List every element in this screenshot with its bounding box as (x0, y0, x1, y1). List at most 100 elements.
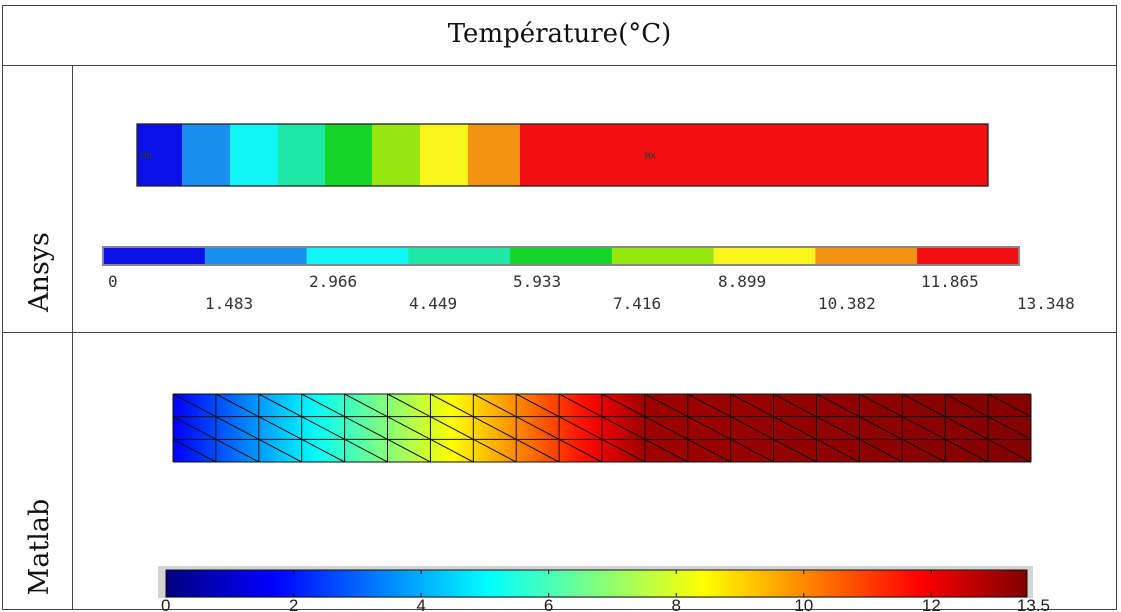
ansys-bar-segment (420, 124, 468, 186)
ansys-legend-swatch (713, 247, 816, 265)
mesh-diagonal-line (987, 438, 1032, 463)
ansys-legend-swatch (917, 247, 1020, 265)
mesh-diagonal-line (473, 393, 517, 418)
ansys-bar-segment (182, 124, 230, 186)
mesh-diagonal-line (730, 416, 774, 440)
mesh-diagonal-line (644, 438, 689, 463)
matlab-colorbar-gradient (165, 569, 1028, 598)
mesh-diagonal-line (258, 393, 302, 418)
mesh-diagonal-line (215, 393, 260, 418)
mesh-diagonal-line (215, 416, 260, 440)
ansys-legend-swatch (815, 247, 918, 265)
comparison-table: Température(°C) (2, 5, 1117, 610)
ansys-legend-tick-label: 5.933 (513, 272, 561, 291)
ansys-legend-tick-label: 7.416 (613, 294, 661, 313)
mesh-diagonal-line (344, 393, 388, 418)
matlab-colorbar-tick-label: 2 (289, 596, 298, 612)
mesh-diagonal-line (172, 393, 217, 418)
mesh-diagonal-line (387, 393, 431, 418)
table-border-top (2, 5, 1117, 6)
mesh-diagonal-line (987, 393, 1032, 418)
matlab-colorbar-tick-label: 13.5 (1017, 596, 1050, 612)
mesh-diagonal-line (215, 438, 260, 463)
table-border-left (2, 5, 3, 610)
ansys-legend-tick-label: 8.899 (718, 272, 766, 291)
mesh-diagonal-line (387, 416, 431, 440)
ansys-legend-swatch (306, 247, 409, 265)
ansys-legend-tick-label: 4.449 (409, 294, 457, 313)
mesh-diagonal-line (601, 416, 646, 440)
mesh-diagonal-line (687, 416, 731, 440)
ansys-bar-segment (520, 124, 988, 186)
ansys-legend-swatch (611, 247, 715, 265)
mesh-diagonal-line (773, 416, 817, 440)
mesh-diagonal-line (773, 393, 817, 418)
ansys-bar-segment (468, 124, 520, 186)
mesh-diagonal-line (773, 438, 817, 463)
ansys-legend-tick-label: 0 (108, 272, 118, 291)
mesh-diagonal-line (730, 393, 774, 418)
mesh-diagonal-line (687, 438, 731, 463)
mesh-diagonal-line (816, 416, 860, 440)
matlab-colorbar-tick-label: 10 (794, 596, 813, 612)
mesh-diagonal-line (601, 438, 646, 463)
ansys-bar-segment (372, 124, 420, 186)
mesh-diagonal-line (859, 416, 903, 440)
mesh-diagonal-line (944, 393, 989, 418)
mesh-diagonal-line (859, 393, 903, 418)
table-border-right (1116, 5, 1117, 610)
table-border-bottom (2, 609, 1117, 610)
ansys-bar-segment (137, 124, 182, 186)
mesh-diagonal-line (301, 393, 345, 418)
mesh-diagonal-line (816, 393, 860, 418)
matlab-mesh-plot (172, 393, 1032, 463)
mesh-diagonal-line (859, 438, 903, 463)
ansys-bar-outline (136, 123, 989, 187)
mesh-diagonal-line (301, 416, 345, 440)
mesh-diagonal-line (558, 416, 603, 440)
ansys-temperature-bar (136, 123, 989, 187)
mesh-diagonal-line (172, 416, 217, 440)
mesh-diagonal-line (430, 416, 474, 440)
mesh-diagonal-line (344, 416, 388, 440)
ansys-legend-swatch (204, 247, 308, 265)
ansys-legend-outline (102, 246, 1020, 266)
matlab-colorbar-tick-label: 8 (671, 596, 680, 612)
ansys-legend-bar (102, 246, 1020, 266)
label-column-divider (72, 65, 73, 610)
mesh-diagonal-line (987, 416, 1032, 440)
mesh-diagonal-line (473, 416, 517, 440)
ansys-bar-segment (278, 124, 325, 186)
ansys-max-marker: MX (645, 152, 656, 162)
mesh-diagonal-line (601, 393, 646, 418)
ansys-legend-ticks: 0 2.966 5.933 8.899 11.865 1.483 4.449 7.416 10.… (108, 272, 1075, 313)
mesh-diagonal-line (644, 416, 689, 440)
ansys-legend-tick-label: 10.382 (818, 294, 876, 313)
mesh-diagonal-line (473, 438, 517, 463)
mesh-diagonal-line (515, 393, 560, 418)
mesh-diagonal-line (430, 438, 474, 463)
mesh-diagonal-line (944, 416, 989, 440)
mesh-diagonal-line (944, 438, 989, 463)
mesh-diagonal-line (430, 393, 474, 418)
ansys-bar-segment (325, 124, 372, 186)
mesh-diagonal-line (172, 438, 217, 463)
mesh-diagonal-line (558, 393, 603, 418)
matlab-colorbar-tick-label: 0 (161, 596, 170, 612)
mesh-diagonal-line (558, 438, 603, 463)
mesh-diagonal-line (515, 416, 560, 440)
mesh-diagonal-line (902, 416, 946, 440)
matlab-colorbar-tick-label: 4 (416, 596, 425, 612)
mesh-diagonal-line (515, 438, 560, 463)
mesh-diagonal-line (387, 438, 431, 463)
header-divider (2, 65, 1117, 66)
ansys-legend-tick-label: 11.865 (921, 272, 979, 291)
mesh-diagonal-line (258, 438, 302, 463)
mesh-diagonal-line (644, 393, 689, 418)
ansys-legend-tick-label: 13.348 (1017, 294, 1075, 313)
ansys-bar-segment (230, 124, 278, 186)
ansys-legend-swatch (510, 247, 613, 265)
mesh-diagonal-line (816, 438, 860, 463)
